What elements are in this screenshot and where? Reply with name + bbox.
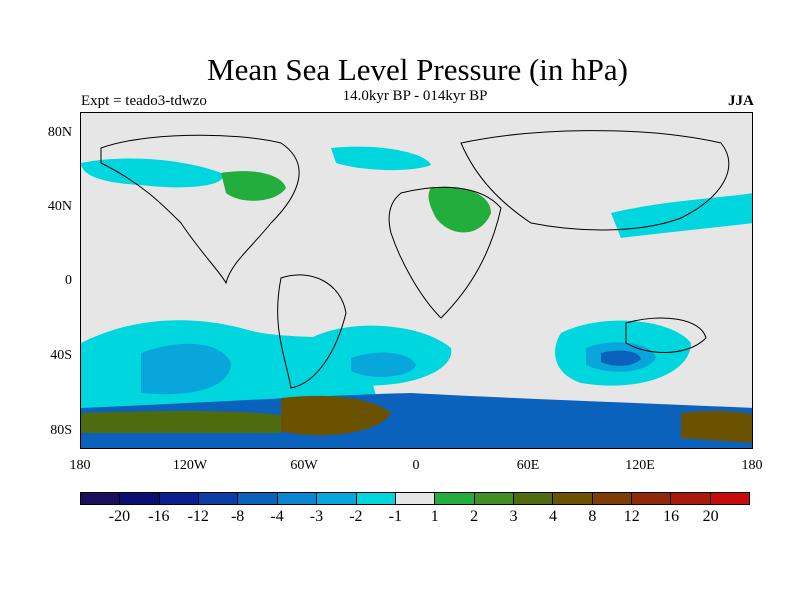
lat-label-80s: 80S [50, 423, 72, 438]
season-label: JJA [728, 93, 754, 109]
indian-ocean-center [601, 350, 641, 366]
colorbar-swatch [81, 493, 121, 504]
colorbar-tick-label: 2 [470, 508, 479, 525]
lon-label-120w: 120W [172, 458, 208, 473]
colorbar-tick-label: -4 [270, 508, 284, 525]
lon-label-60w: 60W [290, 458, 318, 473]
colorbar-tick-label: 8 [588, 508, 597, 525]
colorbar-tick-label: 4 [548, 508, 557, 525]
coastlines [100, 130, 730, 389]
antarctic-high-central [281, 395, 391, 436]
colorbar-swatch [199, 493, 239, 504]
antarctic-high-west [81, 411, 281, 433]
north-pacific-anomaly [81, 158, 223, 188]
colorbar-swatch [120, 493, 160, 504]
lat-label-40s: 40S [50, 348, 72, 363]
colorbar-tick-label: -20 [108, 508, 131, 525]
colorbar-tick-label: -1 [388, 508, 402, 525]
colorbar-tick-label: 3 [509, 508, 518, 525]
lon-label-0: 0 [412, 458, 420, 473]
colorbar-swatch [159, 493, 200, 504]
colorbar-swatch [238, 493, 278, 504]
antarctic-high-east [681, 410, 752, 443]
colorbar-swatch [395, 493, 436, 504]
colorbar-swatch [356, 493, 396, 504]
north-atlantic-anomaly [331, 146, 431, 171]
north-america-anomaly [221, 171, 286, 201]
colorbar-swatch [671, 493, 711, 504]
colorbar-tick-label: -2 [349, 508, 363, 525]
lat-label-40n: 40N [47, 199, 72, 214]
lon-label-120e: 120E [625, 458, 655, 473]
colorbar-swatch [553, 493, 593, 504]
south-pacific-core [141, 343, 231, 395]
lat-label-80n: 80N [47, 125, 72, 140]
lon-label-180w: 180 [69, 458, 91, 473]
colorbar-tick-label: 20 [702, 508, 719, 525]
lat-label-0: 0 [65, 273, 72, 288]
colorbar-tick-label: 16 [663, 508, 680, 525]
lon-label-180e: 180 [741, 458, 763, 473]
colorbar-tick-label: 1 [430, 508, 439, 525]
colorbar-tick-label: 12 [623, 508, 640, 525]
colorbar-swatch [710, 493, 750, 504]
lon-label-60e: 60E [516, 458, 540, 473]
colorbar [80, 492, 750, 505]
colorbar-swatch [632, 493, 672, 504]
pressure-map [80, 112, 753, 449]
map-subtitle: 14.0kyr BP - 014kyr BP [342, 88, 488, 104]
colorbar-tick-label: -12 [187, 508, 209, 525]
colorbar-tick-label: -16 [148, 508, 170, 525]
colorbar-swatch [513, 493, 554, 504]
colorbar-tick-label: -3 [309, 508, 324, 525]
colorbar-swatch [435, 493, 475, 504]
experiment-label: Expt = teado3-tdwzo [81, 93, 207, 109]
map-canvas [81, 113, 752, 448]
colorbar-swatch [592, 493, 633, 504]
map-title: Mean Sea Level Pressure (in hPa) [207, 52, 628, 87]
colorbar-swatch [277, 493, 318, 504]
antarctic-low [81, 393, 752, 448]
south-atlantic-core [351, 352, 416, 377]
colorbar-swatch [474, 493, 514, 504]
colorbar-swatch [317, 493, 357, 504]
colorbar-labels: -20 -16 -12 -8 -4 -3 -2 -1 1 2 3 4 8 12 16 20 [80, 508, 750, 528]
middle-east-anomaly [428, 186, 491, 233]
colorbar-tick-label: -8 [230, 508, 245, 525]
